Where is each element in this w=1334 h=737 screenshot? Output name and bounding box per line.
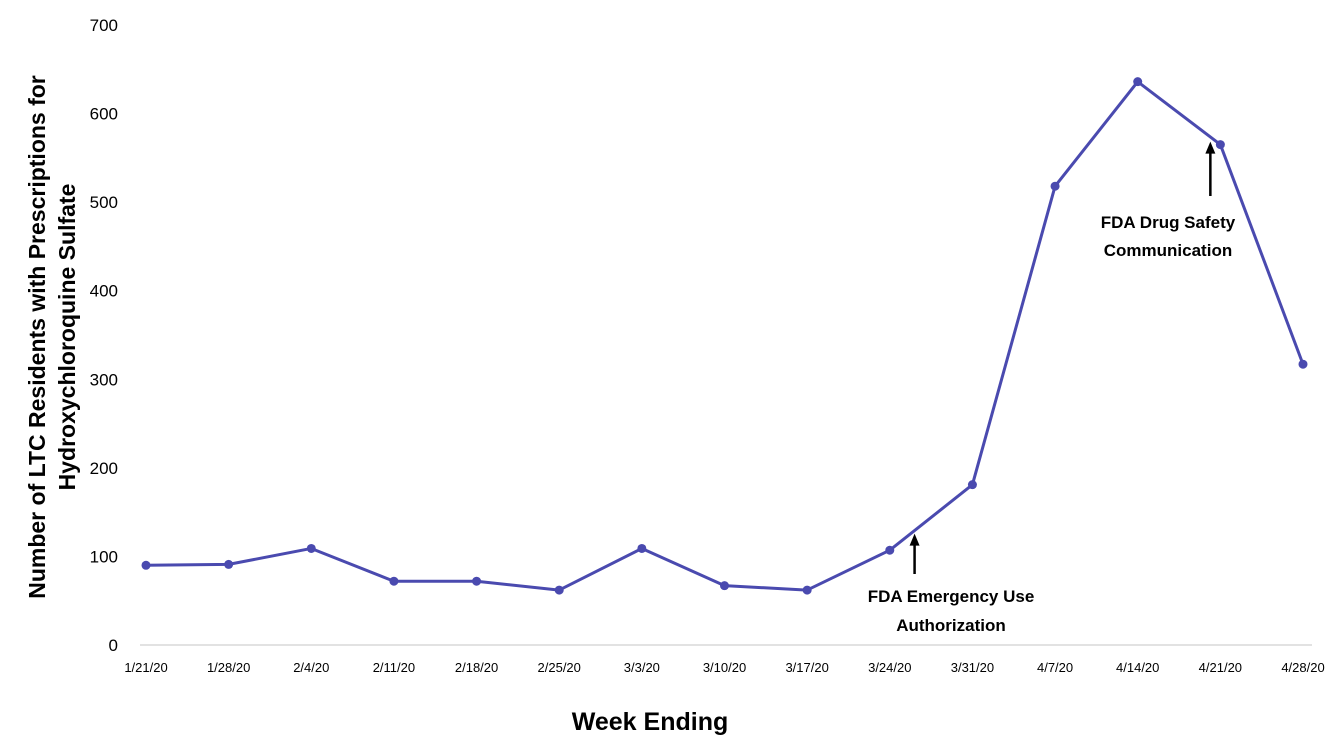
x-tick-label: 4/21/20	[1199, 660, 1242, 675]
x-tick-label: 4/14/20	[1116, 660, 1159, 675]
x-tick-label: 4/7/20	[1037, 660, 1073, 675]
data-point	[967, 480, 977, 490]
x-axis-title: Week Ending	[572, 708, 729, 736]
arrow-drug-safety	[1205, 141, 1216, 196]
y-axis-ticks: 0 100 200 300 400 500 600 700	[90, 16, 118, 655]
annotations: FDA Emergency Use Authorization FDA Drug S…	[868, 141, 1236, 635]
y-axis-title-line2: Hydroxychloroquine Sulfate	[54, 184, 80, 491]
data-point	[720, 581, 729, 591]
annotation-drug-safety-line1: FDA Drug Safety	[1101, 213, 1236, 232]
data-point	[637, 543, 647, 553]
y-tick-label: 500	[90, 193, 118, 212]
data-point	[554, 585, 564, 595]
data-point	[141, 560, 151, 570]
y-axis-title-line1: Number of LTC Residents with Prescriptio…	[24, 75, 50, 599]
x-tick-label: 3/17/20	[785, 660, 828, 675]
data-point	[224, 559, 234, 569]
data-point	[306, 543, 316, 553]
x-tick-label: 2/4/20	[293, 660, 329, 675]
data-point	[885, 545, 895, 555]
data-point	[1298, 359, 1308, 369]
y-tick-label: 200	[90, 459, 118, 478]
x-axis-ticks: 1/21/20 1/28/20 2/4/20 2/11/20 2/18/20 2/25/2…	[124, 660, 1324, 675]
x-tick-label: 3/31/20	[951, 660, 994, 675]
data-point	[802, 585, 812, 595]
y-tick-label: 700	[90, 16, 118, 35]
arrow-head	[1205, 141, 1216, 154]
y-tick-label: 400	[90, 282, 118, 301]
x-tick-label: 3/10/20	[703, 660, 746, 675]
series-line	[145, 80, 1305, 592]
annotation-drug-safety-line2: Communication	[1104, 241, 1232, 260]
x-tick-label: 2/11/20	[373, 660, 415, 675]
data-point	[472, 576, 482, 586]
x-tick-label: 4/28/20	[1281, 660, 1324, 675]
x-tick-label: 2/18/20	[455, 660, 498, 675]
y-tick-label: 300	[90, 370, 118, 389]
arrow-emergency-use	[909, 533, 920, 574]
x-tick-label: 1/28/20	[207, 660, 250, 675]
x-tick-label: 3/3/20	[624, 660, 660, 675]
data-point	[1133, 77, 1143, 87]
data-point	[389, 576, 399, 586]
data-point	[1215, 140, 1225, 150]
x-tick-label: 3/24/20	[868, 660, 911, 675]
y-tick-label: 600	[90, 105, 118, 124]
x-tick-label: 2/25/20	[538, 660, 581, 675]
data-points	[141, 77, 1308, 595]
annotation-emergency-use-line2: Authorization	[896, 616, 1006, 635]
annotation-emergency-use-line1: FDA Emergency Use	[868, 587, 1035, 606]
x-tick-label: 1/21/20	[124, 660, 167, 675]
y-tick-label: 0	[109, 636, 118, 655]
arrow-head	[909, 533, 920, 546]
y-tick-label: 100	[90, 547, 118, 566]
y-axis-title: Number of LTC Residents with Prescriptio…	[24, 75, 80, 599]
data-point	[1050, 181, 1060, 191]
